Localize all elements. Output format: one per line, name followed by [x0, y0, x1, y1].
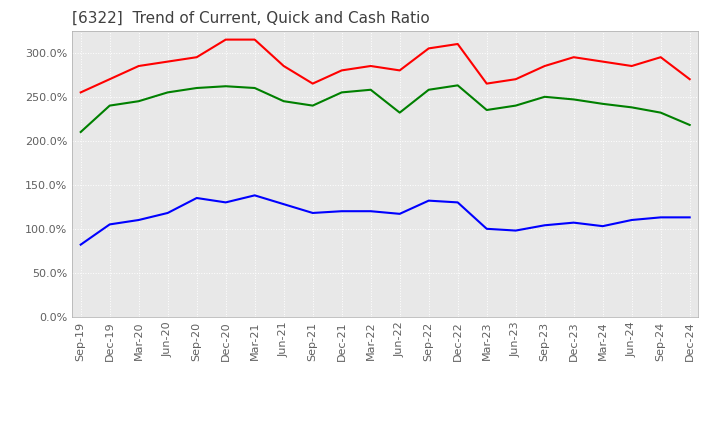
Quick Ratio [627, 105, 636, 110]
Quick Ratio [308, 103, 317, 108]
Cash Ratio [192, 195, 201, 201]
Current Ratio [511, 77, 520, 82]
Current Ratio [338, 68, 346, 73]
Current Ratio [657, 55, 665, 60]
Cash Ratio [135, 217, 143, 223]
Current Ratio [76, 90, 85, 95]
Cash Ratio [541, 223, 549, 228]
Quick Ratio [511, 103, 520, 108]
Cash Ratio [627, 217, 636, 223]
Current Ratio [251, 37, 259, 42]
Quick Ratio [135, 99, 143, 104]
Cash Ratio [657, 215, 665, 220]
Current Ratio [105, 77, 114, 82]
Quick Ratio [685, 122, 694, 128]
Cash Ratio [454, 200, 462, 205]
Quick Ratio [541, 94, 549, 99]
Cash Ratio [366, 209, 375, 214]
Current Ratio [685, 77, 694, 82]
Line: Cash Ratio: Cash Ratio [81, 195, 690, 245]
Quick Ratio [366, 87, 375, 92]
Cash Ratio [251, 193, 259, 198]
Quick Ratio [598, 101, 607, 106]
Current Ratio [366, 63, 375, 69]
Quick Ratio [192, 85, 201, 91]
Cash Ratio [685, 215, 694, 220]
Current Ratio [221, 37, 230, 42]
Cash Ratio [598, 224, 607, 229]
Quick Ratio [338, 90, 346, 95]
Quick Ratio [163, 90, 172, 95]
Cash Ratio [308, 210, 317, 216]
Current Ratio [192, 55, 201, 60]
Quick Ratio [76, 129, 85, 135]
Cash Ratio [511, 228, 520, 233]
Quick Ratio [105, 103, 114, 108]
Line: Quick Ratio: Quick Ratio [81, 85, 690, 132]
Cash Ratio [482, 226, 491, 231]
Quick Ratio [570, 97, 578, 102]
Quick Ratio [395, 110, 404, 115]
Cash Ratio [105, 222, 114, 227]
Cash Ratio [221, 200, 230, 205]
Current Ratio [570, 55, 578, 60]
Line: Current Ratio: Current Ratio [81, 40, 690, 92]
Current Ratio [454, 41, 462, 47]
Quick Ratio [424, 87, 433, 92]
Cash Ratio [76, 242, 85, 247]
Current Ratio [163, 59, 172, 64]
Quick Ratio [251, 85, 259, 91]
Quick Ratio [279, 99, 288, 104]
Current Ratio [279, 63, 288, 69]
Current Ratio [308, 81, 317, 86]
Cash Ratio [279, 202, 288, 207]
Current Ratio [395, 68, 404, 73]
Current Ratio [541, 63, 549, 69]
Cash Ratio [395, 211, 404, 216]
Current Ratio [424, 46, 433, 51]
Current Ratio [598, 59, 607, 64]
Cash Ratio [424, 198, 433, 203]
Cash Ratio [163, 210, 172, 216]
Quick Ratio [657, 110, 665, 115]
Quick Ratio [482, 107, 491, 113]
Cash Ratio [338, 209, 346, 214]
Quick Ratio [221, 84, 230, 89]
Text: [6322]  Trend of Current, Quick and Cash Ratio: [6322] Trend of Current, Quick and Cash … [72, 11, 430, 26]
Cash Ratio [570, 220, 578, 225]
Current Ratio [482, 81, 491, 86]
Current Ratio [627, 63, 636, 69]
Current Ratio [135, 63, 143, 69]
Quick Ratio [454, 83, 462, 88]
